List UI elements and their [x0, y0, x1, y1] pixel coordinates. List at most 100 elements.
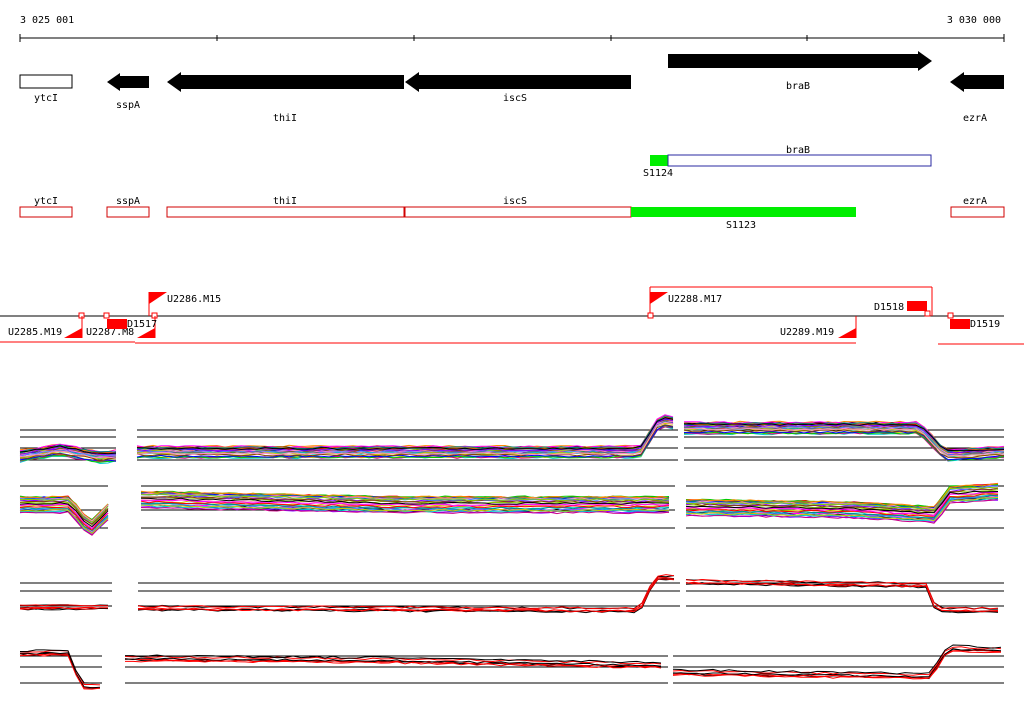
expression-trace	[20, 453, 117, 462]
segment-highlight	[650, 155, 668, 166]
gene-arrow	[950, 72, 1004, 92]
annotation-sspA[interactable]: sspA	[106, 196, 150, 218]
expression-trace	[685, 490, 999, 514]
tiling-panel-top	[19, 414, 1005, 465]
expression-trace	[136, 417, 674, 451]
coordinate-ruler: 3 025 001 3 030 000	[19, 15, 1005, 42]
gene-ezrA[interactable]: ezrA	[950, 72, 1004, 124]
gene-iscS[interactable]: iscS	[405, 72, 631, 104]
annotation-label: iscS	[503, 196, 527, 207]
expression-trace	[137, 415, 674, 448]
gene-label: braB	[786, 81, 810, 92]
expression-trace	[136, 424, 674, 458]
expression-trace	[136, 416, 674, 450]
gene-ytcI[interactable]: ytcI	[19, 74, 73, 104]
expression-trace	[19, 450, 117, 459]
expression-trace	[683, 424, 1005, 454]
annotation-label: thiI	[273, 196, 297, 207]
segment-extra-label: S1124	[643, 168, 673, 179]
expression-trace	[136, 415, 674, 450]
feature-D1517[interactable]: D1517	[107, 319, 157, 330]
expression-trace	[19, 506, 109, 531]
expression-trace	[19, 499, 109, 525]
gene-arrow	[107, 73, 149, 91]
gene-track: ytcI sspA thiI iscS braB ezrA	[19, 51, 1004, 124]
feature-label: D1518	[874, 302, 904, 313]
expression-trace	[137, 574, 675, 610]
expression-trace	[136, 420, 674, 454]
feature-label: D1519	[970, 319, 1000, 330]
expression-trace	[19, 509, 109, 535]
gene-label: thiI	[273, 113, 297, 124]
expression-trace	[19, 501, 109, 526]
segment-label: braB	[786, 145, 810, 156]
expression-trace	[136, 415, 674, 450]
expression-trace	[19, 654, 101, 690]
annotation-ezrA[interactable]: ezrA	[950, 196, 1005, 218]
annotation-S1123[interactable]: S1123	[631, 207, 856, 231]
gene-arrow	[405, 72, 631, 92]
expression-trace	[20, 651, 101, 689]
expression-trace	[672, 648, 1002, 678]
expression-trace	[685, 496, 999, 522]
expression-trace	[125, 660, 662, 669]
expression-trace	[685, 493, 999, 517]
gene-arrow	[668, 51, 932, 71]
expression-trace	[140, 493, 670, 502]
expression-trace	[19, 498, 109, 523]
expression-trace	[19, 606, 109, 610]
segment-braB[interactable]: braB S1124	[643, 145, 932, 179]
expression-trace	[672, 650, 1002, 680]
feature-U2288.M17[interactable]: U2288.M17	[647, 287, 722, 319]
feature-label: U2286.M15	[167, 294, 221, 305]
gene-sspA[interactable]: sspA	[107, 73, 149, 111]
expression-trace	[140, 504, 669, 512]
gene-label: ezrA	[963, 113, 987, 124]
expression-trace	[685, 582, 999, 614]
expression-trace	[19, 502, 109, 528]
feature-label: U2289.M19	[780, 327, 834, 338]
feature-D1519[interactable]: D1519	[947, 312, 1000, 330]
annotation-iscS[interactable]: iscS	[404, 196, 632, 218]
condition-panel-top	[19, 574, 1004, 614]
expression-trace	[136, 416, 674, 449]
feature-D1518[interactable]: D1518	[874, 287, 933, 317]
expression-trace	[136, 421, 674, 455]
expression-trace	[136, 424, 674, 459]
expression-trace	[136, 414, 674, 449]
expression-trace	[140, 497, 670, 505]
expression-trace	[125, 654, 662, 664]
expression-trace	[685, 498, 999, 524]
annotation-label: sspA	[116, 196, 140, 207]
expression-trace	[19, 449, 117, 457]
feature-U2289.M19[interactable]: U2289.M19	[780, 316, 857, 338]
feature-U2285.M19[interactable]: U2285.M19	[8, 312, 85, 338]
condition-panel-bottom	[19, 644, 1004, 690]
expression-trace	[140, 493, 670, 502]
expression-trace	[685, 494, 999, 519]
expression-trace	[685, 487, 999, 512]
expression-trace	[136, 415, 674, 450]
annotation-thiI[interactable]: thiI	[166, 196, 405, 218]
expression-trace	[19, 604, 109, 607]
ruler-end-label: 3 030 000	[947, 15, 1001, 26]
feature-label: U2285.M19	[8, 327, 62, 338]
expression-trace	[19, 511, 109, 536]
expression-trace	[683, 427, 1005, 457]
expression-trace	[672, 646, 1002, 676]
annotation-ytcI[interactable]: ytcI	[19, 196, 73, 218]
expression-trace	[137, 578, 675, 613]
expression-trace	[685, 483, 999, 508]
gene-thiI[interactable]: thiI	[167, 72, 404, 124]
annotation-label: S1123	[726, 220, 756, 231]
gene-label: sspA	[116, 100, 140, 111]
expression-trace	[683, 429, 1005, 459]
expression-trace	[140, 502, 670, 510]
annotation-label: ytcI	[34, 196, 58, 207]
feature-U2286.M15[interactable]: U2286.M15	[148, 292, 221, 319]
expression-trace	[140, 504, 670, 513]
gene-braB[interactable]: braB	[668, 51, 932, 92]
expression-trace	[137, 575, 675, 610]
gene-arrow	[167, 72, 404, 92]
feature-U2287.M8[interactable]: U2287.M8	[86, 312, 156, 338]
